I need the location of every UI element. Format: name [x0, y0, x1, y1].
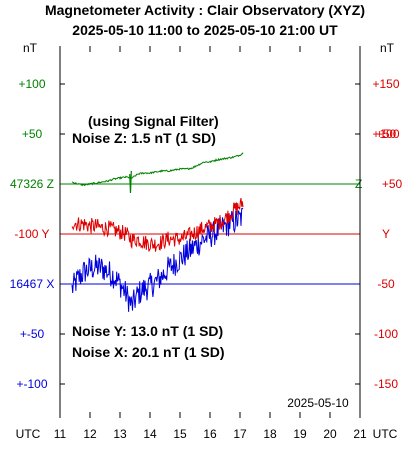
- series-z-spike: [129, 170, 132, 194]
- right-tick-label: -150: [374, 377, 398, 391]
- x-tick-label: 18: [263, 427, 277, 441]
- left-unit-label: nT: [23, 41, 38, 55]
- x-tick-label: 11: [54, 427, 67, 441]
- left-tick-label: 47326 Z: [10, 177, 54, 191]
- left-tick-label: +-100: [16, 377, 47, 391]
- chart-title: Magnetometer Activity : Clair Observator…: [45, 2, 365, 18]
- x-tick-label: 13: [113, 427, 127, 441]
- series-x-line: [71, 207, 244, 312]
- x-tick-label: 21: [353, 427, 367, 441]
- left-tick-label: -100 Y: [14, 227, 49, 241]
- x-tick-label: 15: [173, 427, 187, 441]
- chart-subtitle: 2025-05-10 11:00 to 2025-05-10 21:00 UT: [72, 22, 338, 38]
- right-tick-label: +100: [372, 127, 399, 141]
- noise-z-note: Noise Z: 1.5 nT (1 SD): [72, 130, 216, 146]
- left-axis-ticks: +100 +50 47326 Z -100 Y 16467 X +-50 +-100: [10, 77, 65, 391]
- series-layer: [71, 152, 244, 312]
- x-axis-label-right: UTC: [373, 427, 398, 441]
- x-tick-label: 12: [83, 427, 97, 441]
- right-tick-label: -100: [374, 327, 398, 341]
- right-tick-label: +50: [382, 177, 403, 191]
- left-tick-label: 16467 X: [10, 277, 55, 291]
- right-tick-label: -50: [377, 277, 395, 291]
- date-label: 2025-05-10: [287, 396, 349, 410]
- left-tick-label: +100: [18, 77, 45, 91]
- series-y-line: [71, 197, 244, 252]
- series-z-line: [71, 152, 244, 187]
- x-axis-label-left: UTC: [16, 427, 41, 441]
- noise-x-note: Noise X: 20.1 nT (1 SD): [72, 344, 224, 360]
- x-tick-label: 17: [233, 427, 247, 441]
- x-axis-ticks: 11 12 13 14 15 16 17 18 19 20 21: [54, 46, 367, 441]
- x-tick-label: 19: [293, 427, 307, 441]
- right-tick-label: +150: [372, 77, 399, 91]
- noise-y-note: Noise Y: 13.0 nT (1 SD): [72, 323, 223, 339]
- right-axis-ticks: +150+100+50Z +50Y-50-100-150: [355, 77, 403, 391]
- right-unit-label: nT: [380, 41, 395, 55]
- right-tick-label: Y: [382, 227, 390, 241]
- x-tick-label: 20: [323, 427, 337, 441]
- x-tick-label: 16: [203, 427, 217, 441]
- right-tick-label: +50: [376, 127, 397, 141]
- x-tick-label: 14: [143, 427, 157, 441]
- left-tick-label: +50: [22, 127, 43, 141]
- filter-note: (using Signal Filter): [88, 113, 219, 129]
- left-tick-label: +-50: [20, 327, 45, 341]
